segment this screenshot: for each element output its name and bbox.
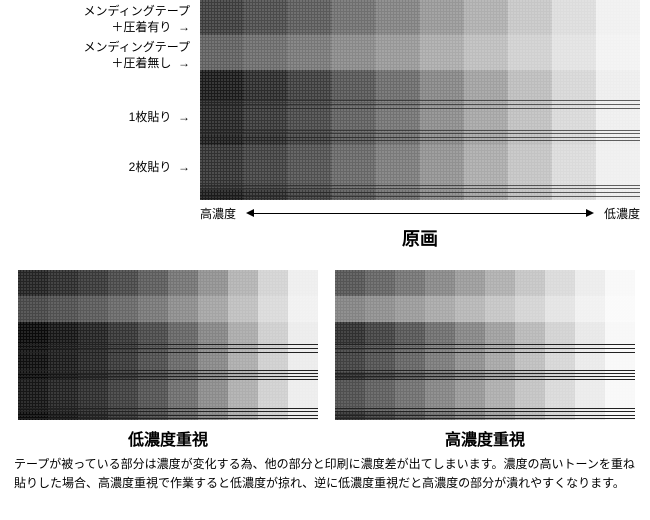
explanation-text: テープが被っている部分は濃度が変化する為、他の部分と印刷に濃度差が出てしまいます…	[14, 455, 636, 493]
panel-high-density: 高濃度重視	[335, 270, 635, 450]
density-axis: 高濃度 低濃度	[200, 205, 640, 223]
axis-label-low: 低濃度	[604, 205, 640, 222]
sub-title-high: 高濃度重視	[335, 426, 635, 450]
main-title: 原画	[200, 225, 640, 251]
row-label: メンディングテープ＋圧着無し →	[10, 40, 190, 71]
main-gradient-chart	[200, 0, 640, 200]
axis-label-high: 高濃度	[200, 205, 236, 222]
row-label: メンディングテープ＋圧着有り →	[10, 4, 190, 35]
panel-low-density: 低濃度重視	[18, 270, 318, 450]
sub-title-low: 低濃度重視	[18, 426, 318, 450]
row-label: 2枚貼り →	[10, 160, 190, 176]
top-section: メンディングテープ＋圧着有り → メンディングテープ＋圧着無し → 1枚貼り → 2枚…	[0, 0, 650, 250]
row-label: 1枚貼り →	[10, 110, 190, 126]
